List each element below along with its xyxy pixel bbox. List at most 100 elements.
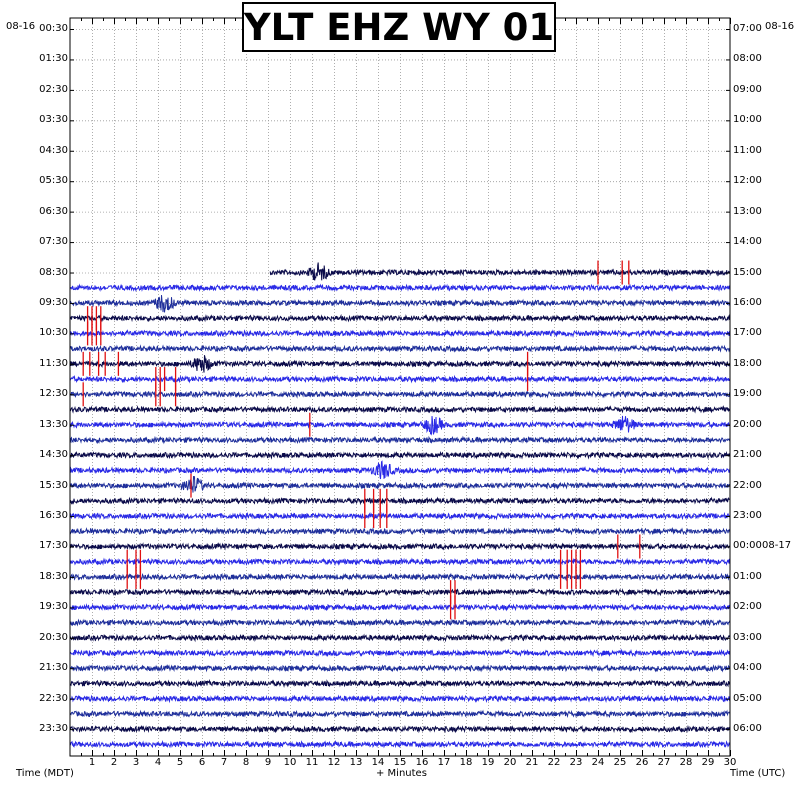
x-tick-label: 9: [264, 757, 272, 768]
right-time-label: 21:00: [733, 449, 762, 461]
x-tick-label: 19: [481, 757, 495, 768]
grid-lines: [70, 18, 730, 756]
left-time-label: 07:30: [39, 236, 68, 248]
trace-row: [69, 739, 731, 749]
trace-row: [69, 476, 731, 493]
x-tick-label: 3: [132, 757, 140, 768]
x-tick-label: 5: [176, 757, 184, 768]
date-next-label: 08-17: [762, 540, 792, 552]
x-tick-label: 18: [459, 757, 473, 768]
trace-row: [69, 618, 731, 628]
trace-row: [69, 460, 731, 480]
x-tick-label: 25: [613, 757, 627, 768]
right-time-label: 03:00: [733, 631, 762, 643]
left-time-label: 20:30: [39, 631, 68, 643]
x-tick-label: 7: [220, 757, 228, 768]
left-time-label: 12:30: [39, 388, 68, 400]
right-time-label: 18:00: [733, 357, 762, 369]
right-time-label: 14:00: [733, 236, 762, 248]
left-time-label: 21:30: [39, 662, 68, 674]
date-right-label: 08-16: [765, 21, 795, 32]
right-time-label: 01:00: [733, 570, 762, 582]
x-label-right: Time (UTC): [730, 768, 786, 779]
x-tick-label: 23: [569, 757, 583, 768]
trace-row: [69, 415, 731, 436]
clipped-spikes: [82, 260, 641, 620]
trace-row: [69, 389, 731, 399]
x-tick-label: 20: [503, 757, 517, 768]
trace-row: [69, 557, 731, 567]
trace-row: [69, 678, 731, 688]
trace-row: [69, 295, 731, 313]
trace-row: [69, 496, 731, 506]
trace-row: [69, 435, 731, 445]
left-time-label: 05:30: [39, 175, 68, 187]
trace-row: [69, 603, 731, 612]
x-tick-label: 28: [679, 757, 693, 768]
x-tick-label: 13: [349, 757, 363, 768]
trace-row: [70, 511, 731, 521]
trace-row: [69, 355, 731, 373]
x-tick-label: 30: [723, 757, 737, 768]
right-time-label: 04:00: [733, 662, 762, 674]
x-tick-label: 29: [701, 757, 715, 768]
right-time-label: 17:00: [733, 327, 762, 339]
trace-row: [69, 329, 731, 338]
right-time-label: 12:00: [733, 175, 762, 187]
left-time-label: 01:30: [39, 53, 68, 65]
left-time-label: 06:30: [39, 205, 68, 217]
x-tick-label: 8: [242, 757, 250, 768]
trace-row: [69, 664, 731, 673]
trace-row: [69, 724, 731, 734]
x-tick-label: 16: [415, 757, 429, 768]
x-tick-label: 21: [525, 757, 539, 768]
trace-row: [69, 572, 731, 582]
left-time-label: 03:30: [39, 114, 68, 126]
trace-row: [69, 313, 731, 323]
right-time-label: 16:00: [733, 296, 762, 308]
x-label-left: Time (MDT): [16, 768, 74, 779]
x-tick-label: 6: [198, 757, 206, 768]
left-time-label: 11:30: [39, 357, 68, 369]
x-tick-label: 15: [393, 757, 407, 768]
trace-row: [69, 542, 731, 551]
right-time-label: 08:00: [733, 53, 762, 65]
left-time-label: 04:30: [39, 144, 68, 156]
x-tick-label: 22: [547, 757, 561, 768]
trace-row: [69, 526, 731, 536]
left-time-label: 09:30: [39, 296, 68, 308]
trace-row: [269, 262, 731, 281]
x-tick-label: 14: [371, 757, 385, 768]
left-time-label: 17:30: [39, 540, 68, 552]
left-time-label: 13:30: [39, 418, 68, 430]
right-time-label: 02:00: [733, 601, 762, 613]
right-time-label: 10:00: [733, 114, 762, 126]
trace-row: [69, 633, 731, 643]
right-time-label: 06:00: [733, 723, 762, 735]
trace-row: [69, 374, 731, 384]
right-time-label: 22:00: [733, 479, 762, 491]
right-time-label: 23:00: [733, 510, 762, 522]
right-time-label: 15:00: [733, 266, 762, 278]
left-time-label: 19:30: [39, 601, 68, 613]
left-time-label: 00:30: [39, 23, 68, 34]
left-time-label: 15:30: [39, 479, 68, 491]
left-time-label: 23:30: [39, 723, 68, 735]
right-time-label: 19:00: [733, 388, 762, 400]
x-tick-label: 11: [305, 757, 319, 768]
right-time-label: 11:00: [733, 144, 762, 156]
left-time-label: 14:30: [39, 449, 68, 461]
x-tick-label: 4: [154, 757, 162, 768]
right-time-label: 09:00: [733, 83, 762, 95]
chart-title: YLT EHZ WY 01: [243, 5, 555, 49]
left-time-label: 18:30: [39, 570, 68, 582]
left-time-label: 10:30: [39, 327, 68, 339]
left-time-label: 02:30: [39, 83, 68, 95]
chart-title-box: YLT EHZ WY 01: [242, 2, 556, 52]
trace-row: [69, 587, 731, 597]
seismic-traces: [69, 262, 731, 749]
trace-row: [69, 450, 731, 460]
left-time-label: 08:30: [39, 266, 68, 278]
right-time-label: 05:00: [733, 692, 762, 704]
